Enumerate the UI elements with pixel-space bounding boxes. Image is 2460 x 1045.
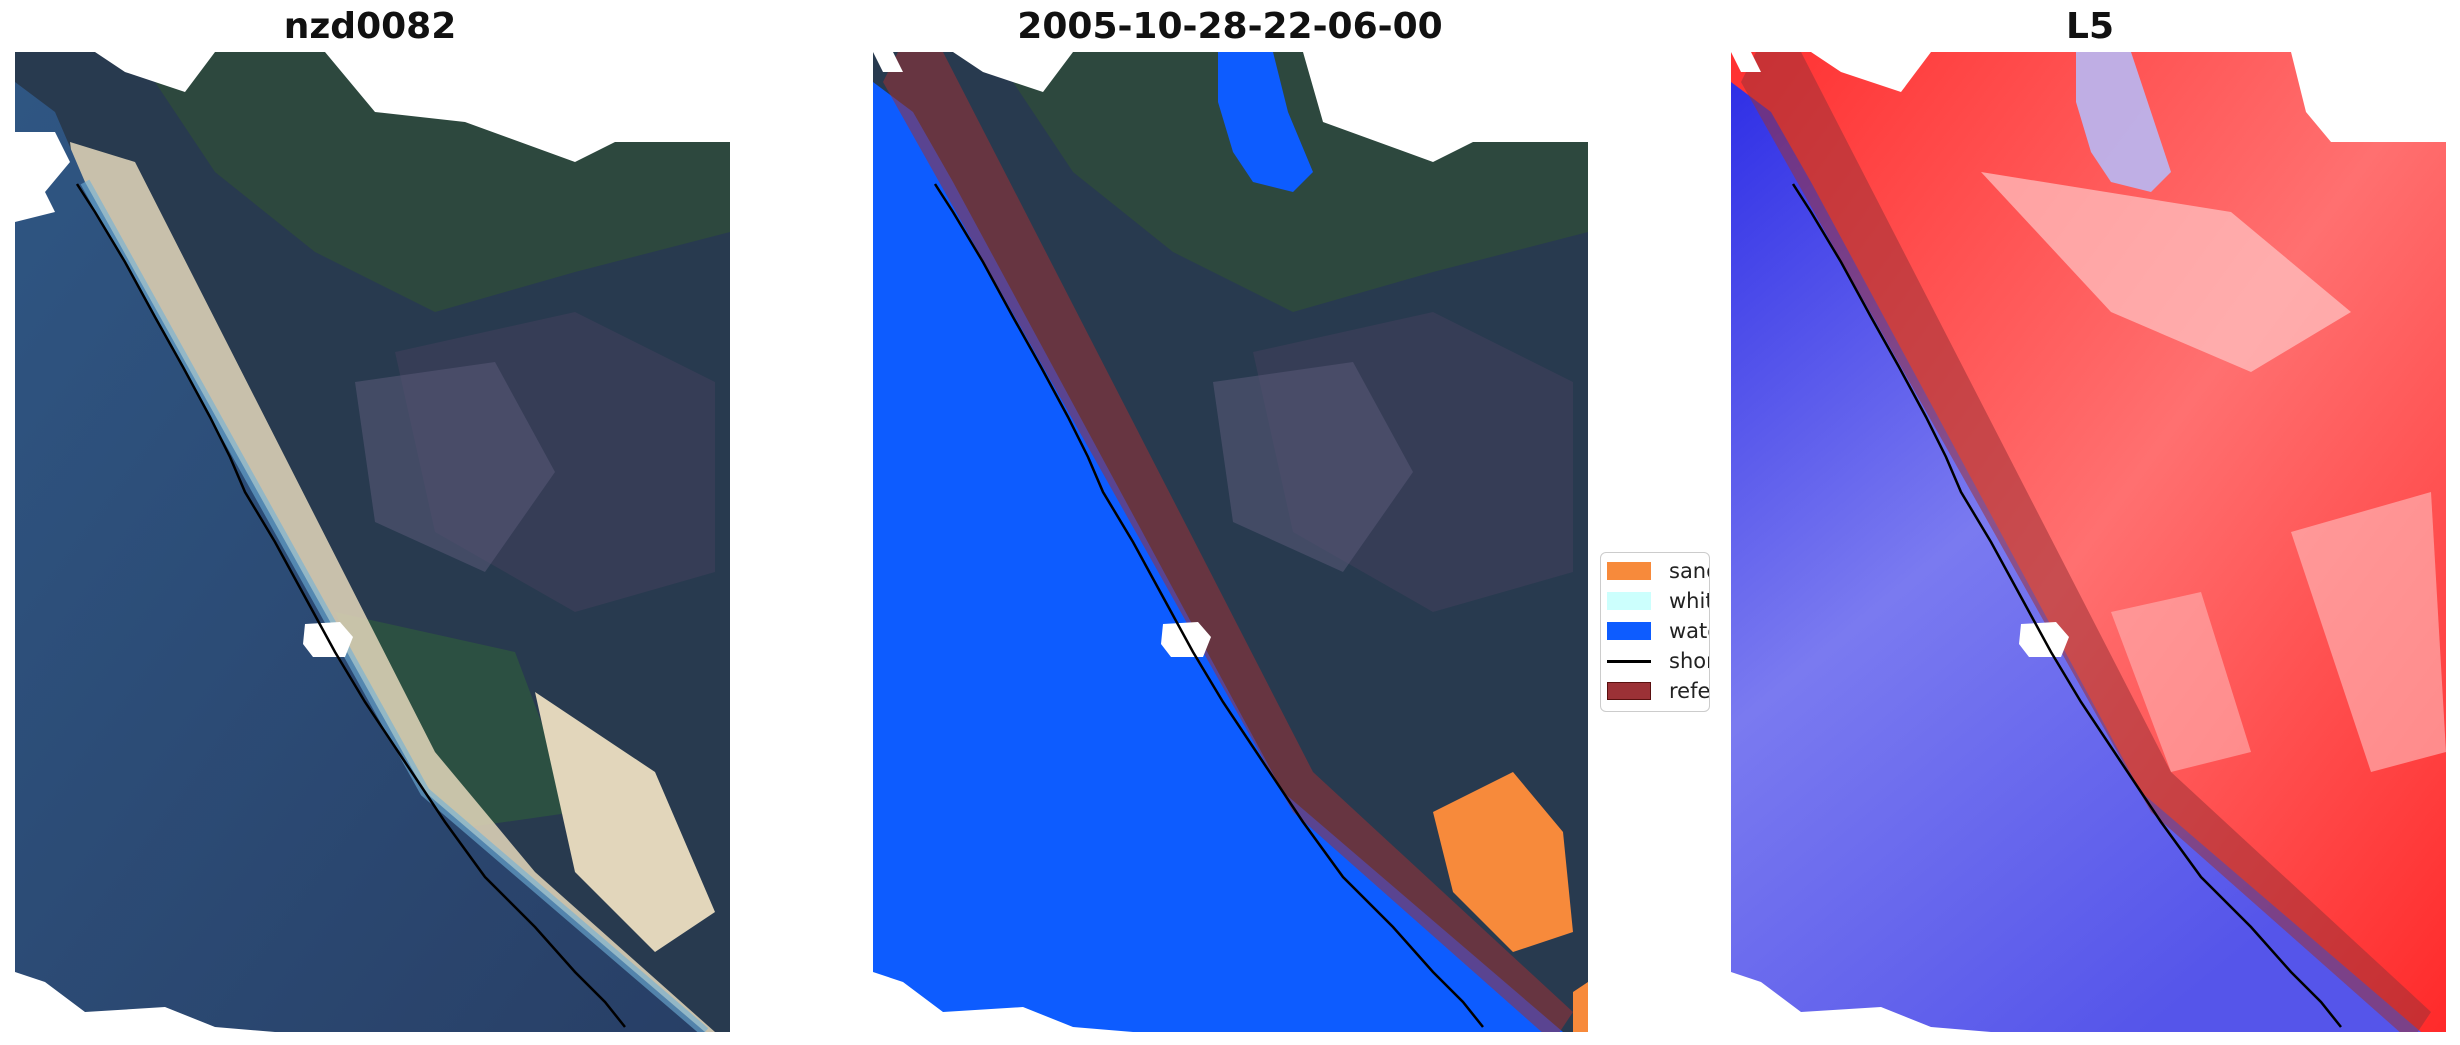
land-index-light: [1981, 172, 2351, 372]
water-index-area: [1731, 82, 2421, 1032]
legend-item-whitewater: whitew: [1607, 587, 1709, 615]
nodata-bottom: [15, 972, 275, 1032]
classified-image-panel: [873, 52, 1588, 1032]
legend-label-whitewater: whitew: [1669, 589, 1709, 613]
land-index-light: [2111, 592, 2251, 772]
legend: sand whitew water shoreli referen: [1600, 552, 1710, 712]
panel-title-rgb: nzd0082: [283, 6, 457, 47]
legend-label-reference: referen: [1669, 679, 1710, 703]
panel-title-index: L5: [2066, 6, 2114, 47]
shoreline: [933, 183, 1484, 1028]
nodata-top: [1303, 52, 1588, 162]
legend-swatch-whitewater: [1607, 592, 1651, 610]
legend-item-water: water: [1607, 617, 1709, 645]
panel-title-classified: 2005-10-28-22-06-00: [1017, 6, 1443, 47]
nodata-top: [953, 52, 1073, 92]
nodata-bottom: [873, 972, 1133, 1032]
nodata-top: [15, 52, 730, 162]
sand-class-area: [1433, 772, 1573, 952]
plantation-patch: [355, 362, 555, 572]
nodata-top: [2291, 52, 2446, 142]
rgb-image-panel: [15, 52, 730, 1032]
inland-index-low: [2076, 52, 2171, 192]
ocean-area: [15, 82, 705, 1032]
legend-label-water: water: [1669, 619, 1709, 643]
legend-item-sand: sand: [1607, 557, 1709, 585]
shoreline: [1791, 183, 2342, 1028]
reference-buffer: [883, 52, 1573, 1032]
legend-swatch-sand: [1607, 562, 1651, 580]
legend-swatch-reference: [1607, 682, 1651, 700]
index-image-panel: [1731, 52, 2446, 1032]
nodata-top: [1811, 52, 1931, 92]
legend-item-reference: referen: [1607, 677, 1710, 705]
water-class-area: [873, 82, 1563, 1032]
beach-strip: [70, 142, 715, 1032]
legend-line-shoreline: [1607, 659, 1651, 663]
legend-swatch-water: [1607, 622, 1651, 640]
nodata-left: [15, 132, 70, 222]
nodata-top: [1731, 52, 1761, 72]
nodata-top: [873, 52, 903, 72]
inland-water: [1218, 52, 1313, 192]
vegetation-patch: [335, 612, 575, 832]
plantation-patch: [1213, 362, 1413, 572]
land-index-light: [2291, 492, 2446, 772]
legend-item-shoreline: shoreli: [1607, 647, 1709, 675]
sand-dune: [535, 692, 715, 952]
sand-class-area: [1573, 982, 1588, 1032]
shoreline: [75, 183, 626, 1028]
legend-label-sand: sand: [1669, 559, 1709, 583]
reference-buffer: [1741, 52, 2431, 1032]
legend-label-shoreline: shoreli: [1669, 649, 1709, 673]
nodata-bottom: [1731, 972, 1991, 1032]
